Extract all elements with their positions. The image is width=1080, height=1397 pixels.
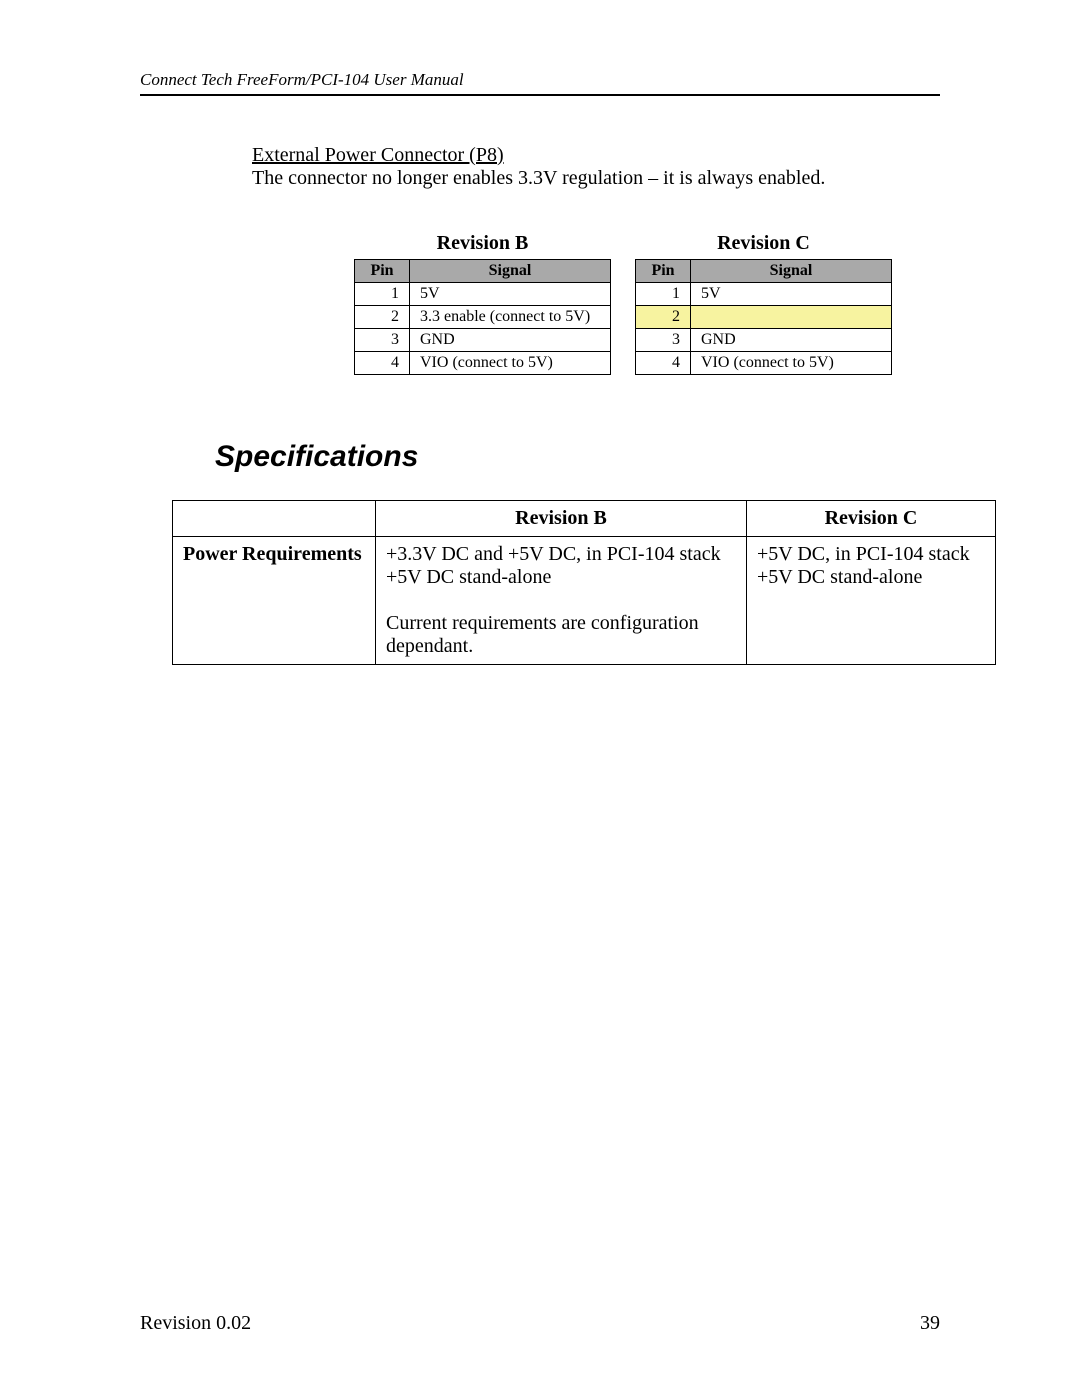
cell-row-label: Power Requirements bbox=[173, 537, 376, 665]
cell: 4 bbox=[636, 352, 691, 375]
cell: VIO (connect to 5V) bbox=[410, 352, 611, 375]
cell: GND bbox=[691, 329, 892, 352]
cell-rev-c: +5V DC, in PCI-104 stack +5V DC stand-al… bbox=[747, 537, 996, 665]
table-row: 3GND bbox=[355, 329, 611, 352]
table-header: Revision B bbox=[376, 501, 747, 537]
table-row: 4VIO (connect to 5V) bbox=[636, 352, 892, 375]
pin-table-rev-c: Revision C Pin Signal 15V 2 3GND 4VIO (c… bbox=[635, 232, 892, 375]
cell: 2 bbox=[636, 306, 691, 329]
table-row: 3GND bbox=[636, 329, 892, 352]
table-row: 4VIO (connect to 5V) bbox=[355, 352, 611, 375]
cell: GND bbox=[410, 329, 611, 352]
pin-table-rev-b: Revision B Pin Signal 15V 23.3 enable (c… bbox=[354, 232, 611, 375]
intro-heading: External Power Connector (P8) bbox=[252, 144, 504, 166]
cell: 4 bbox=[355, 352, 410, 375]
page-header: Connect Tech FreeForm/PCI-104 User Manua… bbox=[140, 70, 940, 96]
spec-table: Revision B Revision C Power Requirements… bbox=[172, 500, 996, 665]
pin-table-rev-b-title: Revision B bbox=[437, 232, 529, 255]
table-row: 15V bbox=[636, 283, 892, 306]
table-header: Signal bbox=[691, 260, 892, 283]
cell: 3 bbox=[355, 329, 410, 352]
pin-table-rev-c-table: Pin Signal 15V 2 3GND 4VIO (connect to 5… bbox=[635, 259, 892, 375]
table-row: 15V bbox=[355, 283, 611, 306]
cell: 5V bbox=[410, 283, 611, 306]
cell: 3.3 enable (connect to 5V) bbox=[410, 306, 611, 329]
cell: VIO (connect to 5V) bbox=[691, 352, 892, 375]
table-header bbox=[173, 501, 376, 537]
table-header: Revision C bbox=[747, 501, 996, 537]
intro-block: External Power Connector (P8) The connec… bbox=[252, 144, 825, 190]
cell-rev-b: +3.3V DC and +5V DC, in PCI-104 stack +5… bbox=[376, 537, 747, 665]
pin-table-rev-b-table: Pin Signal 15V 23.3 enable (connect to 5… bbox=[354, 259, 611, 375]
table-header: Pin bbox=[355, 260, 410, 283]
pin-table-rev-c-title: Revision C bbox=[717, 232, 810, 255]
footer-revision: Revision 0.02 bbox=[140, 1312, 251, 1335]
intro-text: The connector no longer enables 3.3V reg… bbox=[252, 167, 825, 189]
table-header: Pin bbox=[636, 260, 691, 283]
table-header: Signal bbox=[410, 260, 611, 283]
cell: 1 bbox=[355, 283, 410, 306]
section-title-specifications: Specifications bbox=[215, 440, 418, 474]
header-title: Connect Tech FreeForm/PCI-104 User Manua… bbox=[140, 70, 464, 89]
cell bbox=[691, 306, 892, 329]
cell: 1 bbox=[636, 283, 691, 306]
page: Connect Tech FreeForm/PCI-104 User Manua… bbox=[0, 0, 1080, 1397]
cell: 2 bbox=[355, 306, 410, 329]
cell: 3 bbox=[636, 329, 691, 352]
table-row: 23.3 enable (connect to 5V) bbox=[355, 306, 611, 329]
cell: 5V bbox=[691, 283, 892, 306]
table-row: Power Requirements +3.3V DC and +5V DC, … bbox=[173, 537, 996, 665]
table-row: 2 bbox=[636, 306, 892, 329]
pin-tables: Revision B Pin Signal 15V 23.3 enable (c… bbox=[354, 232, 892, 375]
footer-page-number: 39 bbox=[920, 1312, 940, 1335]
